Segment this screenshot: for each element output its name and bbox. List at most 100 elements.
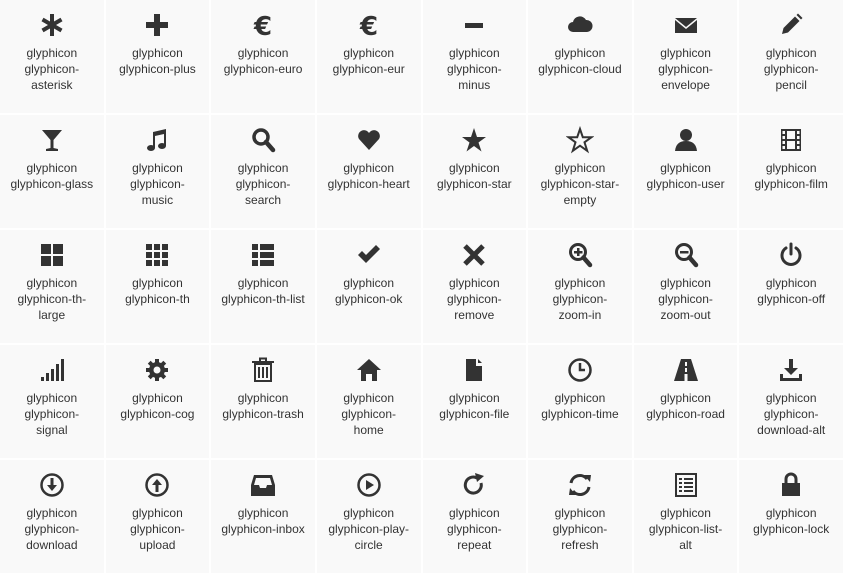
glyphicon-label-line: upload	[139, 538, 176, 552]
glyphicon-label-line: glyphicon	[554, 391, 606, 405]
glyphicon-cell-euro: € glyphicon glyphicon-euro	[211, 0, 315, 113]
glyphicon-cell-play-circle: glyphicon glyphicon-play-circle	[316, 460, 421, 573]
glyphicon-label-line: pencil	[775, 78, 807, 92]
glyphicon-label-line: glyphicon-plus	[119, 62, 196, 76]
glyphicon-cell-cog: glyphicon glyphicon-cog	[105, 345, 210, 458]
glyphicon-cell-star: glyphicon glyphicon-star	[422, 115, 527, 228]
glyphicon-label-line: glyphicon-off	[757, 292, 826, 306]
glyphicon-label-line: glyphicon-	[763, 407, 819, 421]
glyphicon-label-line: glyphicon	[448, 276, 500, 290]
glyphicon-cell-file: glyphicon glyphicon-file	[422, 345, 527, 458]
glyphicon-label-line: glyphicon-glass	[10, 177, 94, 191]
glyphicon-label-line: refresh	[561, 538, 599, 552]
glyphicon-label-line: glyphicon	[26, 506, 78, 520]
glyphicon-label-line: glyphicon	[237, 276, 289, 290]
glyphicon-label-line: glyphicon-euro	[223, 62, 303, 76]
signal-icon	[38, 356, 66, 384]
glyphicon-label-line: asterisk	[31, 78, 73, 92]
glyphicon-cell-road: glyphicon glyphicon-road	[633, 345, 738, 458]
glyphicon-label-line: glyphicon-time	[541, 407, 619, 421]
glyphicon-label-line: glyphicon-	[658, 292, 713, 306]
glyphicon-label-line: signal	[36, 423, 68, 437]
glyphicon-cell-cloud: glyphicon glyphicon-cloud	[528, 0, 632, 113]
glyphicon-label-line: glyphicon-lock	[753, 522, 830, 536]
glyphicon-cell-download-alt: glyphicon glyphicon-download-alt	[739, 345, 843, 458]
glyphicon-cell-asterisk: glyphicon glyphicon-asterisk	[0, 0, 104, 113]
glyphicon-label-line: glyphicon-star-	[540, 177, 620, 191]
glyphicon-label-line: glyphicon	[132, 276, 183, 290]
eur-icon: €	[355, 11, 383, 39]
glyphicon-label-line: glyphicon	[26, 46, 78, 60]
refresh-icon	[566, 471, 594, 499]
search-icon	[249, 126, 277, 154]
glyphicon-cell-time: glyphicon glyphicon-time	[528, 345, 632, 458]
repeat-icon	[460, 471, 488, 499]
glyphicon-cell-signal: glyphicon glyphicon-signal	[0, 345, 104, 458]
glyphicon-label-line: glyphicon	[26, 391, 78, 405]
glyphicon-label-line: glyphicon	[660, 46, 711, 60]
glyphicon-label-line: glyphicon	[554, 506, 606, 520]
glyphicon-label-line: zoom-out	[660, 308, 711, 322]
zoom-out-icon	[672, 241, 700, 269]
glyphicon-cell-star-empty: glyphicon glyphicon-star-empty	[528, 115, 632, 228]
glyphicon-label-line: glyphicon	[343, 161, 395, 175]
glyphicon-label-line: glyphicon	[554, 276, 606, 290]
glyphicon-label-line: glyphicon	[448, 391, 500, 405]
glyphicon-cell-refresh: glyphicon glyphicon-refresh	[528, 460, 632, 573]
glyphicon-label-line: glyphicon-inbox	[221, 522, 305, 536]
glyphicon-cell-lock: glyphicon glyphicon-lock	[739, 460, 843, 573]
glyphicon-label-line: glyphicon-	[24, 407, 80, 421]
glyphicon-label-line: repeat	[457, 538, 492, 552]
euro-icon: €	[249, 11, 277, 39]
glyphicon-label-line: circle	[354, 538, 383, 552]
glyphicon-label-line: glyphicon-	[446, 292, 502, 306]
glyphicon-label-line: glyphicon-list-	[648, 522, 723, 536]
glyphicon-label-line: glyphicon-heart	[327, 177, 410, 191]
glyphicon-cell-th-large: glyphicon glyphicon-th-large	[0, 230, 104, 343]
glyphicon-label-line: home	[353, 423, 384, 437]
glyphicon-cell-music: glyphicon glyphicon-music	[105, 115, 210, 228]
glyphicon-label-line: glyphicon-cog	[120, 407, 195, 421]
glyphicon-label-line: empty	[563, 193, 597, 207]
glyphicon-label-line: glyphicon-eur	[332, 62, 405, 76]
pencil-icon	[777, 11, 805, 39]
glyphicon-label-line: glyphicon-th-	[17, 292, 87, 306]
asterisk-icon	[38, 11, 66, 39]
glyphicon-label-line: glyphicon	[554, 46, 606, 60]
glyphicon-cell-trash: glyphicon glyphicon-trash	[211, 345, 315, 458]
cog-icon	[143, 356, 171, 384]
play-circle-icon	[355, 471, 383, 499]
glyphicon-cell-heart: glyphicon glyphicon-heart	[316, 115, 421, 228]
glyphicon-label-line: glyphicon	[343, 46, 395, 60]
glyphicon-label-line: zoom-in	[558, 308, 602, 322]
inbox-icon	[249, 471, 277, 499]
minus-icon	[460, 11, 488, 39]
glyphicon-label-line: glyphicon	[132, 161, 183, 175]
glyphicon-cell-pencil: glyphicon glyphicon-pencil	[739, 0, 843, 113]
glyphicon-cell-ok: glyphicon glyphicon-ok	[316, 230, 421, 343]
glyphicon-label-line: glyphicon-	[130, 522, 185, 536]
glyphicon-cell-glass: glyphicon glyphicon-glass	[0, 115, 104, 228]
svg-text:€: €	[253, 12, 272, 39]
glyphicon-label-line: glyphicon	[765, 391, 817, 405]
glyphicon-cell-user: glyphicon glyphicon-user	[633, 115, 738, 228]
glyphicon-label-line: music	[141, 193, 174, 207]
glyphicon-label-line: download-alt	[757, 423, 826, 437]
home-icon	[355, 356, 383, 384]
glyphicon-label-line: glyphicon	[237, 391, 289, 405]
glyphicon-label-line: glyphicon-road	[646, 407, 725, 421]
glyphicon-label-line: glyphicon-user	[646, 177, 725, 191]
glyphicon-label-line: glyphicon	[765, 46, 817, 60]
glyphicon-label-line: glyphicon-trash	[222, 407, 304, 421]
envelope-icon	[672, 11, 700, 39]
time-icon	[566, 356, 594, 384]
glyphicon-label-line: search	[245, 193, 282, 207]
glyphicon-label-line: glyphicon-	[130, 177, 185, 191]
remove-icon	[460, 241, 488, 269]
star-empty-icon	[565, 126, 594, 154]
th-icon	[143, 241, 171, 269]
glyphicon-label-line: glyphicon	[448, 506, 500, 520]
glyphicon-label-line: remove	[454, 308, 495, 322]
glyphicon-label-line: alt	[679, 538, 692, 552]
